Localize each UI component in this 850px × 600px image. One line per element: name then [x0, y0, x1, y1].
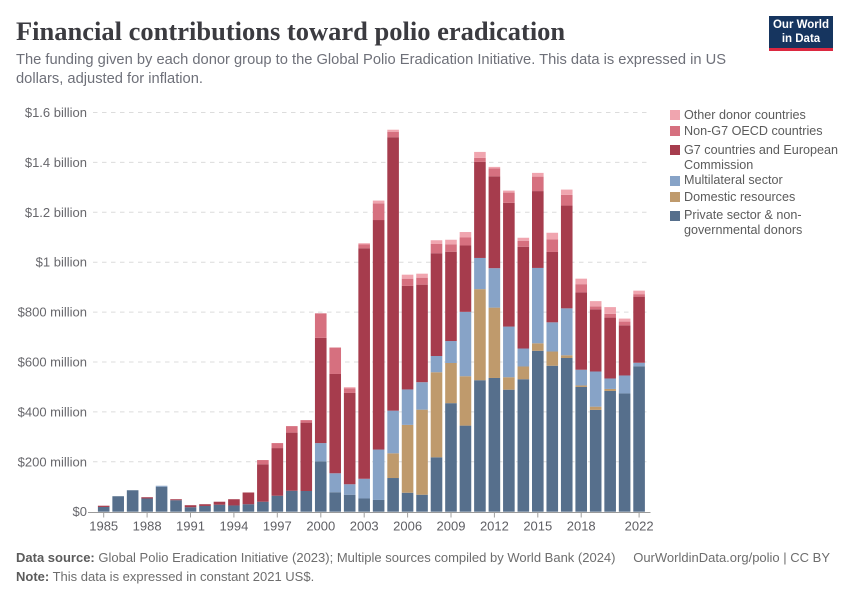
svg-text:2009: 2009 [437, 519, 466, 534]
svg-text:2012: 2012 [480, 519, 509, 534]
svg-text:$0: $0 [73, 504, 87, 519]
svg-text:2022: 2022 [625, 519, 654, 534]
svg-text:1985: 1985 [89, 519, 118, 534]
svg-text:2015: 2015 [523, 519, 552, 534]
svg-text:$1.6 billion: $1.6 billion [25, 105, 87, 120]
svg-text:2006: 2006 [393, 519, 422, 534]
svg-text:$200 million: $200 million [18, 454, 87, 469]
svg-text:2018: 2018 [567, 519, 596, 534]
svg-text:1994: 1994 [219, 519, 248, 534]
svg-text:$1.2 billion: $1.2 billion [25, 205, 87, 220]
svg-text:$400 million: $400 million [18, 404, 87, 419]
svg-text:1988: 1988 [133, 519, 162, 534]
svg-text:$600 million: $600 million [18, 355, 87, 370]
svg-text:$1 billion: $1 billion [36, 255, 87, 270]
svg-text:1991: 1991 [176, 519, 205, 534]
svg-text:$1.4 billion: $1.4 billion [25, 155, 87, 170]
svg-text:1997: 1997 [263, 519, 292, 534]
svg-text:$800 million: $800 million [18, 305, 87, 320]
svg-text:2003: 2003 [350, 519, 379, 534]
svg-text:2000: 2000 [306, 519, 335, 534]
